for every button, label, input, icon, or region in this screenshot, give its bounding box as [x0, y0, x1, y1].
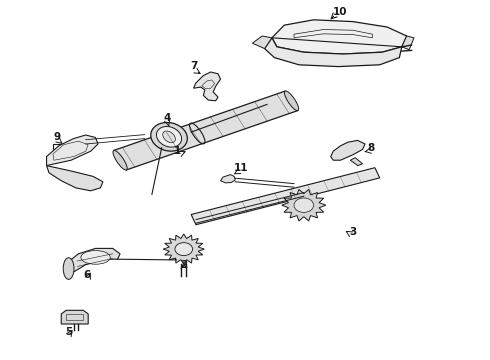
Polygon shape — [163, 234, 204, 264]
Polygon shape — [220, 175, 235, 183]
Polygon shape — [265, 38, 402, 67]
Circle shape — [175, 243, 193, 256]
Polygon shape — [65, 248, 120, 274]
Text: 2: 2 — [180, 260, 187, 270]
Ellipse shape — [81, 251, 110, 264]
Polygon shape — [331, 140, 365, 160]
Polygon shape — [282, 189, 326, 221]
Polygon shape — [114, 91, 298, 170]
Text: 7: 7 — [190, 61, 197, 71]
Text: 6: 6 — [83, 270, 90, 280]
Polygon shape — [350, 158, 363, 166]
Text: 10: 10 — [333, 6, 348, 17]
Ellipse shape — [113, 150, 127, 170]
Ellipse shape — [63, 258, 74, 279]
Polygon shape — [191, 168, 380, 225]
Ellipse shape — [163, 131, 175, 143]
Polygon shape — [47, 166, 103, 191]
Text: 9: 9 — [53, 132, 60, 142]
Text: 11: 11 — [234, 163, 248, 173]
Ellipse shape — [156, 126, 182, 147]
Polygon shape — [402, 36, 414, 50]
Polygon shape — [272, 20, 407, 54]
Circle shape — [294, 198, 314, 212]
Polygon shape — [194, 72, 220, 101]
Text: 1: 1 — [174, 146, 181, 156]
Text: 8: 8 — [368, 143, 375, 153]
Polygon shape — [61, 310, 88, 324]
Ellipse shape — [151, 122, 187, 151]
Text: 4: 4 — [164, 113, 171, 123]
Ellipse shape — [285, 91, 298, 111]
Text: 3: 3 — [349, 227, 356, 237]
Polygon shape — [252, 36, 272, 49]
Text: 5: 5 — [65, 327, 72, 337]
Polygon shape — [47, 135, 98, 166]
